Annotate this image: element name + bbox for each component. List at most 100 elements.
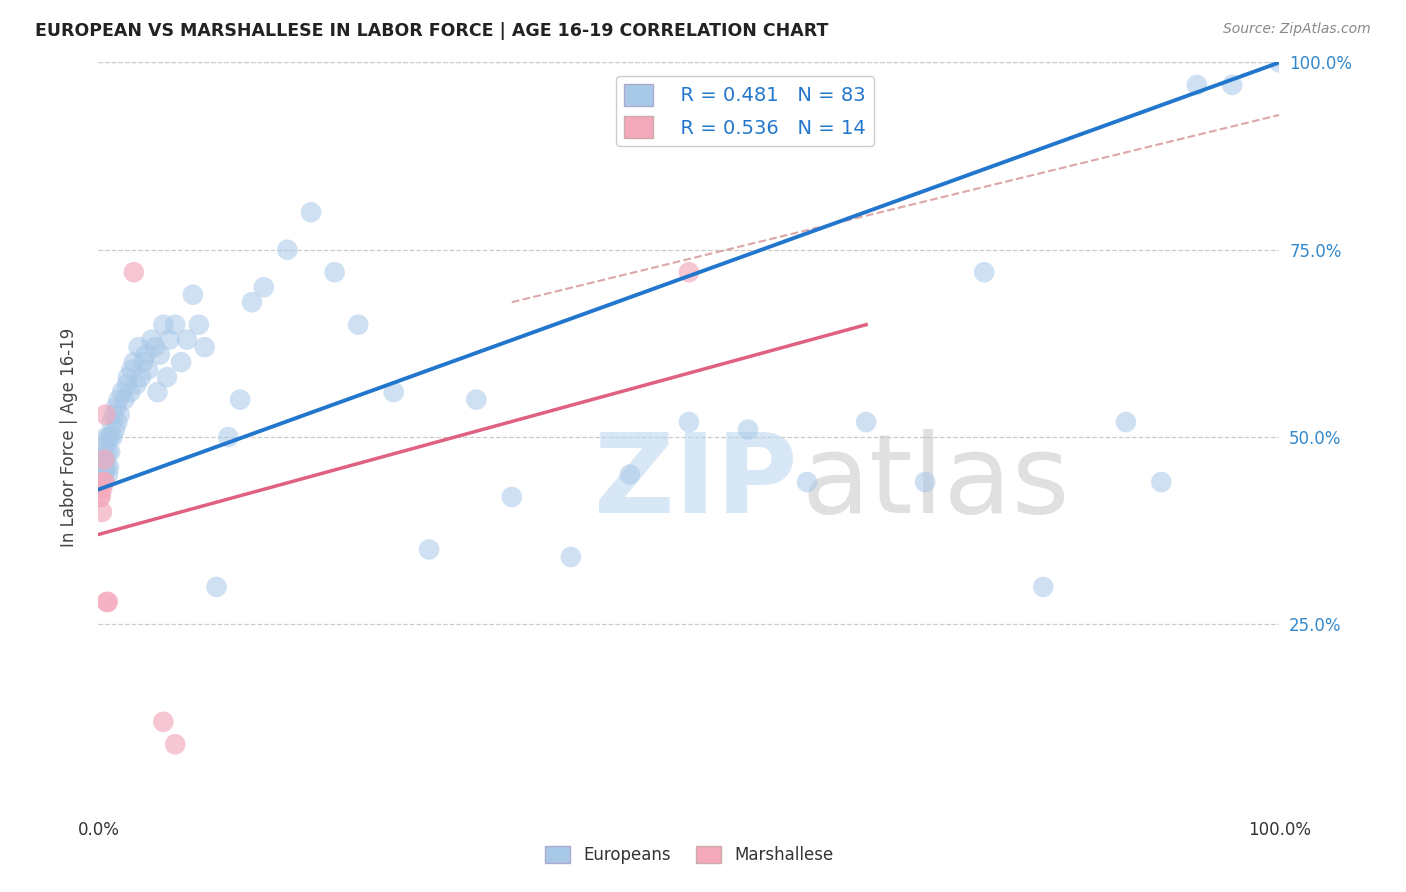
Point [91,475,114,489]
Point [91,483,114,497]
Text: ZIP: ZIP [595,428,797,535]
Point [96,460,118,475]
Point [194,340,217,354]
Point [176,333,198,347]
Point [1185,78,1208,92]
Point [152,714,174,729]
Point [1150,475,1173,489]
Point [165,737,187,751]
Point [91,452,114,467]
Point [122,265,145,279]
Point [152,318,174,332]
Point [103,408,125,422]
Point [125,377,148,392]
Point [914,475,936,489]
Point [115,377,138,392]
Point [1032,580,1054,594]
Point [165,318,187,332]
Point [117,370,139,384]
Point [93,475,115,489]
Point [91,460,114,475]
Point [465,392,488,407]
Point [560,549,582,564]
Point [100,415,122,429]
Text: EUROPEAN VS MARSHALLESE IN LABOR FORCE | AGE 16-19 CORRELATION CHART: EUROPEAN VS MARSHALLESE IN LABOR FORCE |… [35,22,828,40]
Point [678,415,700,429]
Point [501,490,523,504]
Point [1220,78,1243,92]
Point [105,400,128,414]
Point [90,475,112,489]
Point [120,385,142,400]
Point [187,318,209,332]
Point [97,445,120,459]
Point [170,355,193,369]
Point [96,430,118,444]
Text: atlas: atlas [801,428,1070,535]
Point [136,362,159,376]
Point [122,355,145,369]
Point [91,452,114,467]
Point [135,348,157,362]
Point [97,467,120,482]
Point [91,475,114,489]
Point [90,490,112,504]
Point [108,408,131,422]
Point [156,370,179,384]
Point [89,490,111,504]
Point [107,392,129,407]
Point [143,340,166,354]
Point [104,423,127,437]
Point [93,445,115,459]
Point [94,437,117,451]
Point [217,430,239,444]
Text: Source: ZipAtlas.com: Source: ZipAtlas.com [1223,22,1371,37]
Point [855,415,877,429]
Point [1268,55,1291,70]
Point [276,243,298,257]
Point [89,475,111,489]
Point [112,392,135,407]
Point [98,430,121,444]
Point [93,467,115,482]
Point [93,460,115,475]
Point [121,362,143,376]
Point [94,452,117,467]
Point [418,542,440,557]
Point [299,205,322,219]
Point [90,460,112,475]
Point [91,460,114,475]
Point [93,452,115,467]
Point [157,333,180,347]
Point [98,430,121,444]
Point [181,287,204,301]
Point [98,445,121,459]
Point [253,280,276,294]
Point [229,392,252,407]
Point [94,408,117,422]
Y-axis label: In Labor Force | Age 16-19: In Labor Force | Age 16-19 [59,327,77,547]
Point [149,348,172,362]
Point [132,355,155,369]
Point [101,430,124,444]
Point [128,340,150,354]
Point [91,467,114,482]
Point [678,265,700,279]
Point [98,460,121,475]
Point [1115,415,1137,429]
Point [129,370,152,384]
Point [97,595,120,609]
Point [737,423,759,437]
Point [105,415,128,429]
Point [111,385,134,400]
Point [796,475,818,489]
Point [146,385,169,400]
Point [141,333,163,347]
Point [323,265,346,279]
Point [240,295,263,310]
Point [205,580,228,594]
Legend: Europeans, Marshallese: Europeans, Marshallese [538,839,839,871]
Point [619,467,641,482]
Point [91,505,114,519]
Point [347,318,370,332]
